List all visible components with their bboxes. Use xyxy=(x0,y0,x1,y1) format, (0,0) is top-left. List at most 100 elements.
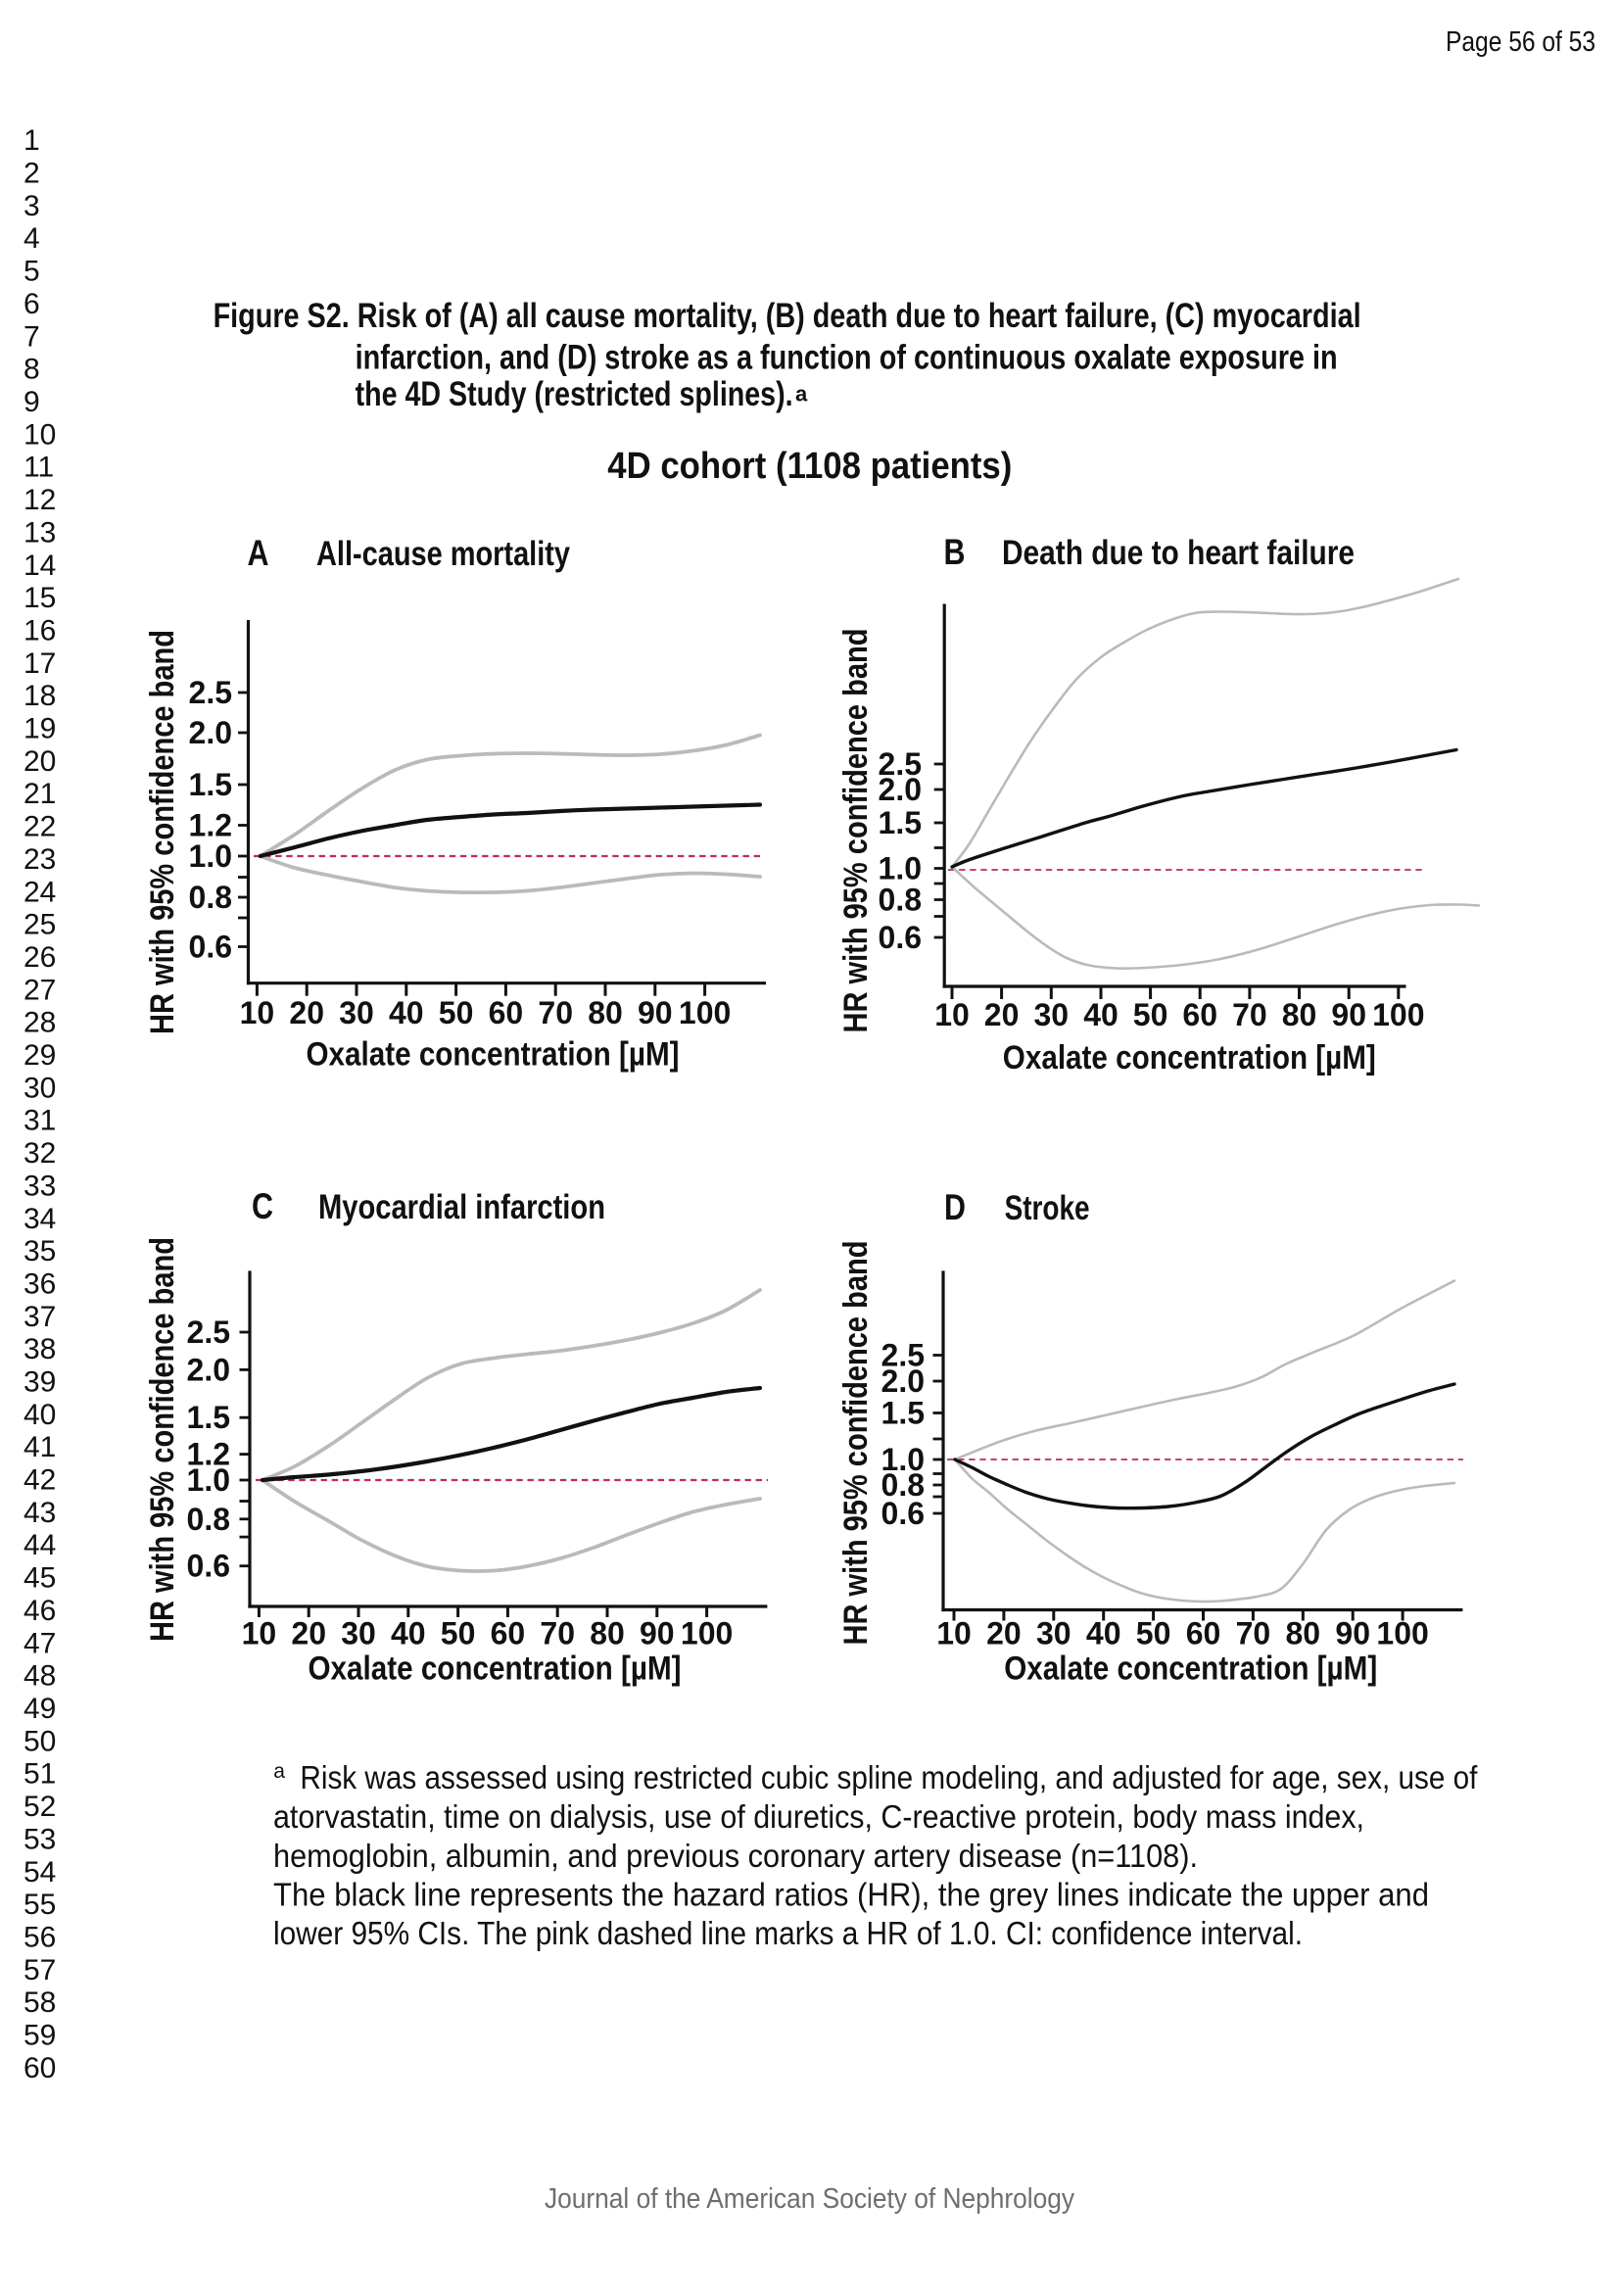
svg-text:56: 56 xyxy=(24,1922,56,1954)
svg-text:59: 59 xyxy=(24,2020,56,2052)
svg-text:Figure S2. Risk of (A) all cau: Figure S2. Risk of (A) all cause mortali… xyxy=(214,297,1361,335)
svg-text:1.0: 1.0 xyxy=(187,1462,230,1498)
svg-text:1.0: 1.0 xyxy=(879,851,922,886)
svg-text:80: 80 xyxy=(1282,997,1317,1032)
svg-text:4D cohort (1108 patients): 4D cohort (1108 patients) xyxy=(607,446,1012,487)
svg-text:43: 43 xyxy=(24,1497,56,1529)
svg-text:20: 20 xyxy=(289,995,324,1030)
svg-text:32: 32 xyxy=(24,1137,56,1170)
svg-text:2.5: 2.5 xyxy=(879,746,922,782)
svg-text:the 4D Study (restricted splin: the 4D Study (restricted splines). xyxy=(356,375,793,413)
svg-text:All-cause mortality: All-cause mortality xyxy=(316,535,570,573)
svg-text:10: 10 xyxy=(24,418,56,451)
svg-text:100: 100 xyxy=(1376,1616,1428,1651)
svg-text:Myocardial infarction: Myocardial infarction xyxy=(318,1188,605,1226)
svg-text:10: 10 xyxy=(240,995,275,1030)
svg-text:Journal of the American Societ: Journal of the American Society of Nephr… xyxy=(545,2183,1074,2215)
svg-text:19: 19 xyxy=(24,713,56,745)
svg-text:2.0: 2.0 xyxy=(189,715,232,750)
svg-text:a: a xyxy=(273,1760,285,1783)
svg-text:33: 33 xyxy=(24,1170,56,1202)
svg-text:infarction, and (D) stroke as: infarction, and (D) stroke as a function… xyxy=(356,339,1338,377)
svg-text:8: 8 xyxy=(24,354,40,386)
svg-text:0.6: 0.6 xyxy=(881,1496,925,1531)
svg-text:27: 27 xyxy=(24,974,56,1006)
svg-text:15: 15 xyxy=(24,582,56,614)
svg-text:0.6: 0.6 xyxy=(879,920,922,955)
svg-text:80: 80 xyxy=(590,1616,625,1651)
svg-text:10: 10 xyxy=(934,997,970,1032)
svg-text:1.5: 1.5 xyxy=(189,767,232,802)
svg-text:100: 100 xyxy=(1372,997,1424,1032)
svg-text:28: 28 xyxy=(24,1007,56,1039)
svg-text:0.8: 0.8 xyxy=(881,1467,925,1503)
svg-text:50: 50 xyxy=(24,1725,56,1757)
svg-text:90: 90 xyxy=(640,1616,675,1651)
svg-text:25: 25 xyxy=(24,909,56,941)
svg-text:80: 80 xyxy=(588,995,623,1030)
svg-text:30: 30 xyxy=(1034,997,1070,1032)
svg-text:4: 4 xyxy=(24,222,40,255)
svg-text:34: 34 xyxy=(24,1203,56,1235)
svg-text:70: 70 xyxy=(1236,1616,1271,1651)
svg-text:Page 56 of 53: Page 56 of 53 xyxy=(1446,26,1595,58)
svg-text:Risk was assessed using restri: Risk was assessed using restricted cubic… xyxy=(300,1759,1478,1795)
svg-text:0.6: 0.6 xyxy=(189,930,232,965)
svg-text:26: 26 xyxy=(24,941,56,974)
svg-text:D: D xyxy=(944,1187,966,1227)
svg-text:A: A xyxy=(248,533,269,573)
svg-text:51: 51 xyxy=(24,1758,56,1791)
svg-text:41: 41 xyxy=(24,1431,56,1463)
svg-text:90: 90 xyxy=(1335,1616,1370,1651)
svg-text:31: 31 xyxy=(24,1105,56,1137)
svg-text:23: 23 xyxy=(24,843,56,876)
svg-text:atorvastatin, time on dialysis: atorvastatin, time on dialysis, use of d… xyxy=(273,1798,1364,1835)
svg-text:40: 40 xyxy=(24,1399,56,1431)
svg-text:0.8: 0.8 xyxy=(187,1502,230,1537)
svg-text:18: 18 xyxy=(24,680,56,712)
svg-text:0.8: 0.8 xyxy=(189,880,232,915)
svg-text:20: 20 xyxy=(24,745,56,778)
svg-text:39: 39 xyxy=(24,1366,56,1399)
svg-text:17: 17 xyxy=(24,647,56,680)
svg-text:10: 10 xyxy=(242,1616,277,1651)
svg-text:1.5: 1.5 xyxy=(187,1400,230,1435)
svg-text:1.2: 1.2 xyxy=(187,1437,230,1472)
svg-text:hemoglobin, albumin, and previ: hemoglobin, albumin, and previous corona… xyxy=(273,1838,1198,1874)
svg-text:40: 40 xyxy=(1086,1616,1121,1651)
svg-text:1.0: 1.0 xyxy=(881,1442,925,1477)
svg-text:7: 7 xyxy=(24,320,40,353)
svg-text:47: 47 xyxy=(24,1627,56,1659)
svg-text:50: 50 xyxy=(1136,1616,1171,1651)
svg-text:36: 36 xyxy=(24,1268,56,1301)
svg-text:13: 13 xyxy=(24,516,56,549)
svg-text:58: 58 xyxy=(24,1986,56,2019)
svg-text:100: 100 xyxy=(681,1616,733,1651)
svg-text:40: 40 xyxy=(389,995,424,1030)
svg-text:5: 5 xyxy=(24,256,40,288)
svg-text:lower 95% CIs. The pink dashed: lower 95% CIs. The pink dashed line mark… xyxy=(273,1915,1303,1951)
svg-text:B: B xyxy=(944,532,966,572)
svg-text:20: 20 xyxy=(986,1616,1022,1651)
svg-text:Stroke: Stroke xyxy=(1005,1189,1090,1227)
svg-text:40: 40 xyxy=(391,1616,426,1651)
svg-text:12: 12 xyxy=(24,484,56,516)
svg-text:14: 14 xyxy=(24,550,56,582)
svg-text:38: 38 xyxy=(24,1333,56,1365)
svg-text:2.0: 2.0 xyxy=(879,772,922,807)
svg-text:70: 70 xyxy=(538,995,573,1030)
svg-text:2.0: 2.0 xyxy=(881,1363,925,1399)
svg-text:2.0: 2.0 xyxy=(187,1352,230,1387)
svg-text:50: 50 xyxy=(1133,997,1168,1032)
svg-text:60: 60 xyxy=(489,995,524,1030)
svg-text:70: 70 xyxy=(1232,997,1267,1032)
svg-text:HR with 95% confidence band: HR with 95% confidence band xyxy=(837,629,875,1033)
svg-text:1.5: 1.5 xyxy=(881,1396,925,1431)
svg-text:Oxalate concentration [µM]: Oxalate concentration [µM] xyxy=(309,1650,682,1688)
svg-text:50: 50 xyxy=(439,995,474,1030)
svg-text:20: 20 xyxy=(984,997,1020,1032)
svg-text:90: 90 xyxy=(638,995,673,1030)
svg-text:55: 55 xyxy=(24,1889,56,1921)
svg-text:6: 6 xyxy=(24,288,40,320)
svg-text:30: 30 xyxy=(341,1616,376,1651)
